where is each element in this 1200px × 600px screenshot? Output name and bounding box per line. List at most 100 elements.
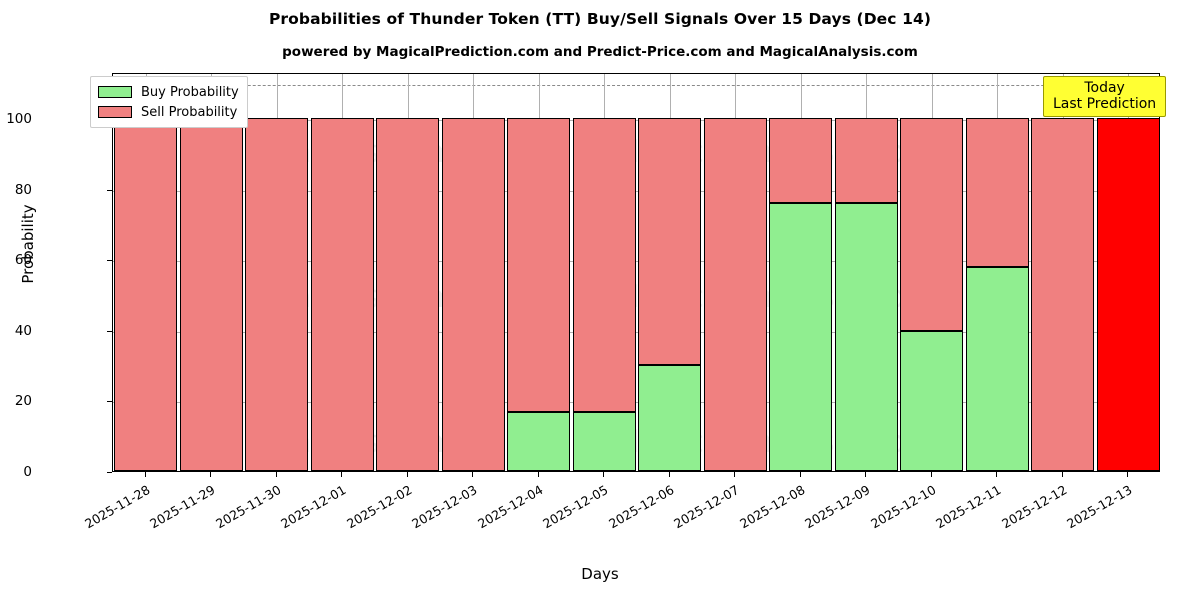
y-axis-tick-mark bbox=[107, 472, 112, 473]
bar-stack[interactable] bbox=[441, 74, 505, 471]
gridline-horizontal bbox=[113, 119, 1159, 121]
bar-stack[interactable] bbox=[507, 74, 571, 471]
bar-segment-today[interactable] bbox=[1096, 117, 1159, 471]
bar-segment-buy[interactable] bbox=[769, 203, 833, 471]
x-axis-tick-mark bbox=[865, 472, 866, 477]
bar-segment-buy[interactable] bbox=[572, 412, 636, 471]
y-axis-tick-label: 40 bbox=[14, 322, 32, 339]
today-annotation: Today Last Prediction bbox=[1043, 76, 1167, 118]
bar-segment-sell[interactable] bbox=[179, 117, 243, 471]
bar-segment-sell[interactable] bbox=[572, 117, 636, 413]
gridline-horizontal bbox=[113, 331, 1159, 333]
y-axis-label: Probability bbox=[19, 204, 37, 284]
x-axis-tick-mark bbox=[341, 472, 342, 477]
legend-item-buy: Buy Probability bbox=[98, 82, 239, 102]
x-axis-tick-mark bbox=[1127, 472, 1128, 477]
y-axis-tick-label: 20 bbox=[14, 393, 32, 410]
bar-stack[interactable] bbox=[834, 74, 898, 471]
gridline-horizontal bbox=[113, 190, 1159, 192]
y-axis-tick-mark bbox=[107, 189, 112, 191]
bar-stack[interactable] bbox=[179, 74, 243, 471]
bar-today[interactable] bbox=[1096, 74, 1159, 471]
x-axis-tick-label: 2025-12-09 bbox=[802, 482, 873, 532]
x-axis-tick-mark bbox=[603, 472, 604, 477]
x-axis-tick-label: 2025-12-04 bbox=[474, 482, 546, 532]
y-axis-tick-mark bbox=[107, 401, 112, 403]
bar-segment-buy[interactable] bbox=[638, 365, 702, 471]
bar-segment-sell[interactable] bbox=[507, 117, 571, 413]
chart-subtitle: powered by MagicalPrediction.com and Pre… bbox=[282, 44, 918, 60]
x-axis-tick-mark bbox=[800, 472, 801, 477]
legend-item-sell: Sell Probability bbox=[98, 102, 239, 122]
bar-segment-sell[interactable] bbox=[900, 117, 964, 331]
bar-stack[interactable] bbox=[1031, 74, 1095, 471]
x-axis-tick-label: 2025-12-02 bbox=[343, 482, 415, 532]
x-axis-tick-mark bbox=[472, 472, 473, 477]
legend-label-buy: Buy Probability bbox=[141, 84, 239, 100]
legend-label-sell: Sell Probability bbox=[141, 104, 238, 120]
bar-stack[interactable] bbox=[965, 74, 1029, 471]
x-axis-tick-label: 2025-12-13 bbox=[1064, 482, 1135, 532]
x-axis-tick-mark bbox=[931, 472, 932, 477]
x-axis-tick-mark bbox=[407, 472, 408, 477]
x-axis-tick-label: 2025-12-08 bbox=[736, 482, 808, 532]
x-axis-tick-mark bbox=[538, 472, 539, 477]
legend-swatch-sell bbox=[98, 106, 132, 118]
bar-segment-buy[interactable] bbox=[965, 266, 1029, 471]
x-axis-tick-mark bbox=[1062, 472, 1063, 477]
y-axis-tick-mark bbox=[107, 260, 112, 262]
x-axis-tick-mark bbox=[669, 472, 670, 477]
x-axis-tick-mark bbox=[734, 472, 735, 477]
x-axis-tick-label: 2025-12-10 bbox=[867, 482, 939, 532]
gridline-horizontal bbox=[113, 402, 1159, 404]
bar-stack[interactable] bbox=[572, 74, 636, 471]
bar-segment-buy[interactable] bbox=[507, 412, 571, 471]
x-axis-tick-label: 2025-11-28 bbox=[81, 482, 153, 532]
chart-legend: Buy Probability Sell Probability bbox=[90, 76, 248, 128]
legend-swatch-buy bbox=[98, 86, 132, 98]
bar-stack[interactable] bbox=[703, 74, 767, 471]
today-annotation-line2: Last Prediction bbox=[1053, 96, 1157, 113]
x-axis-tick-mark bbox=[145, 472, 146, 477]
bar-stack[interactable] bbox=[638, 74, 702, 471]
bar-stack[interactable] bbox=[245, 74, 309, 471]
bar-stack[interactable] bbox=[114, 74, 178, 471]
bar-segment-buy[interactable] bbox=[900, 330, 964, 471]
bar-segment-sell[interactable] bbox=[114, 117, 178, 471]
bar-segment-sell[interactable] bbox=[441, 117, 505, 471]
bar-stack[interactable] bbox=[310, 74, 374, 471]
x-axis-tick-label: 2025-12-03 bbox=[409, 482, 480, 532]
x-axis-tick-mark bbox=[210, 472, 211, 477]
x-axis-tick-label: 2025-11-29 bbox=[147, 482, 218, 532]
x-axis-tick-label: 2025-12-06 bbox=[605, 482, 677, 532]
bar-stack[interactable] bbox=[376, 74, 440, 471]
chart-title: Probabilities of Thunder Token (TT) Buy/… bbox=[268, 10, 932, 28]
y-axis-tick-label: 0 bbox=[23, 464, 32, 480]
bar-segment-sell[interactable] bbox=[310, 117, 374, 471]
bar-stack[interactable] bbox=[900, 74, 964, 471]
x-axis-tick-mark bbox=[996, 472, 997, 477]
plot-area: MagicalAnalysis.comMagicalAnalysis.comMa… bbox=[112, 73, 1160, 472]
bar-segment-sell[interactable] bbox=[376, 117, 440, 471]
x-axis-tick-label: 2025-12-05 bbox=[540, 482, 611, 532]
y-axis-tick-label: 100 bbox=[6, 110, 32, 127]
y-axis-tick-mark bbox=[107, 330, 112, 332]
plot-clip: MagicalAnalysis.comMagicalAnalysis.comMa… bbox=[113, 74, 1159, 471]
bar-segment-sell[interactable] bbox=[245, 117, 309, 471]
x-axis-tick-label: 2025-12-07 bbox=[671, 482, 742, 532]
bar-segment-buy[interactable] bbox=[834, 203, 898, 471]
bar-segment-sell[interactable] bbox=[965, 117, 1029, 267]
gridline-horizontal bbox=[113, 261, 1159, 263]
today-annotation-line1: Today bbox=[1084, 80, 1125, 96]
x-axis-tick-label: 2025-12-01 bbox=[278, 482, 349, 532]
x-axis-tick-label: 2025-12-11 bbox=[933, 482, 1004, 532]
bar-segment-sell[interactable] bbox=[834, 117, 898, 204]
bar-segment-sell[interactable] bbox=[703, 117, 767, 471]
x-axis-label: Days bbox=[581, 565, 619, 583]
bar-stack[interactable] bbox=[769, 74, 833, 471]
bar-segment-sell[interactable] bbox=[1031, 117, 1095, 471]
bar-segment-sell[interactable] bbox=[638, 117, 702, 366]
y-axis-tick-label: 80 bbox=[14, 181, 32, 198]
bar-segment-sell[interactable] bbox=[769, 117, 833, 204]
